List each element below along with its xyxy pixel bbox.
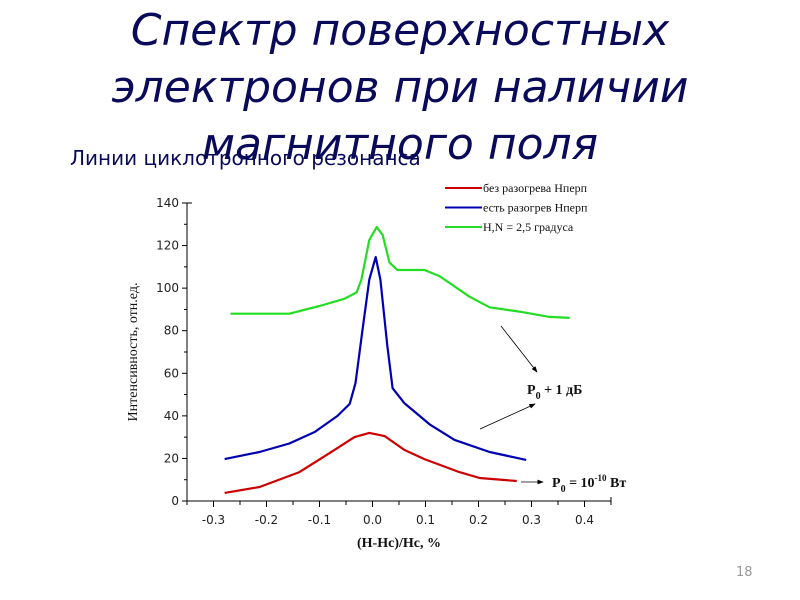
x-axis-label: (H-Hc)/Hc, % (357, 536, 441, 551)
chart-annotations: P0 + 1 дБ P0 = 10-10 Вт (479, 325, 626, 495)
y-tick-label: 40 (164, 409, 179, 423)
legend-label: H,N = 2,5 градуса (483, 220, 574, 234)
annotation-arrow (500, 325, 538, 373)
y-tick-label: 100 (156, 281, 179, 295)
y-tick-label: 140 (156, 196, 179, 210)
x-tick-label: 0.2 (469, 513, 488, 527)
title-line-2: электронов при наличии (111, 62, 689, 113)
page-number: 18 (736, 565, 753, 580)
chart-axes: 0 20 40 60 80 100 120 140 -0.3 -0.2 -0.1 0.0 0.1 0.2 0… (126, 196, 612, 551)
y-axis-label: Интенсивность, отн.ед. (126, 283, 141, 422)
series-line-1 (224, 431, 517, 494)
x-tick-label: 0.4 (575, 513, 594, 527)
x-tick-label: 0.3 (522, 513, 541, 527)
title-line-3: магнитного поля (201, 119, 599, 170)
y-tick-label: 20 (164, 451, 179, 465)
chart-series (224, 226, 570, 494)
x-tick-label: -0.1 (308, 513, 331, 527)
y-tick-label: 0 (171, 494, 179, 508)
slide-title: Спектр поверхностных электронов при нали… (0, 0, 800, 173)
x-tick-label: 0.1 (416, 513, 435, 527)
title-line-1: Спектр поверхностных (130, 5, 670, 56)
annotation-p0-power: P0 = 10-10 Вт (552, 473, 626, 495)
x-tick-label: -0.3 (202, 513, 225, 527)
chart-legend: без разогрева Нперп есть разогрев Нперп H,… (445, 181, 588, 234)
legend-label: без разогрева Нперп (483, 181, 588, 195)
series-line-3 (230, 226, 570, 319)
y-tick-label: 60 (164, 366, 179, 380)
x-tick-label: -0.2 (255, 513, 278, 527)
series-line-2 (224, 256, 527, 461)
legend-label: есть разогрев Нперп (483, 201, 588, 215)
y-tick-label: 80 (164, 324, 179, 338)
annotation-arrow (479, 403, 536, 430)
x-tick-label: 0.0 (363, 513, 382, 527)
y-tick-label: 120 (156, 239, 179, 253)
slide-subtitle: Линии циклотронного резонанса (70, 146, 421, 170)
annotation-p0-plus-1db: P0 + 1 дБ (527, 383, 582, 402)
